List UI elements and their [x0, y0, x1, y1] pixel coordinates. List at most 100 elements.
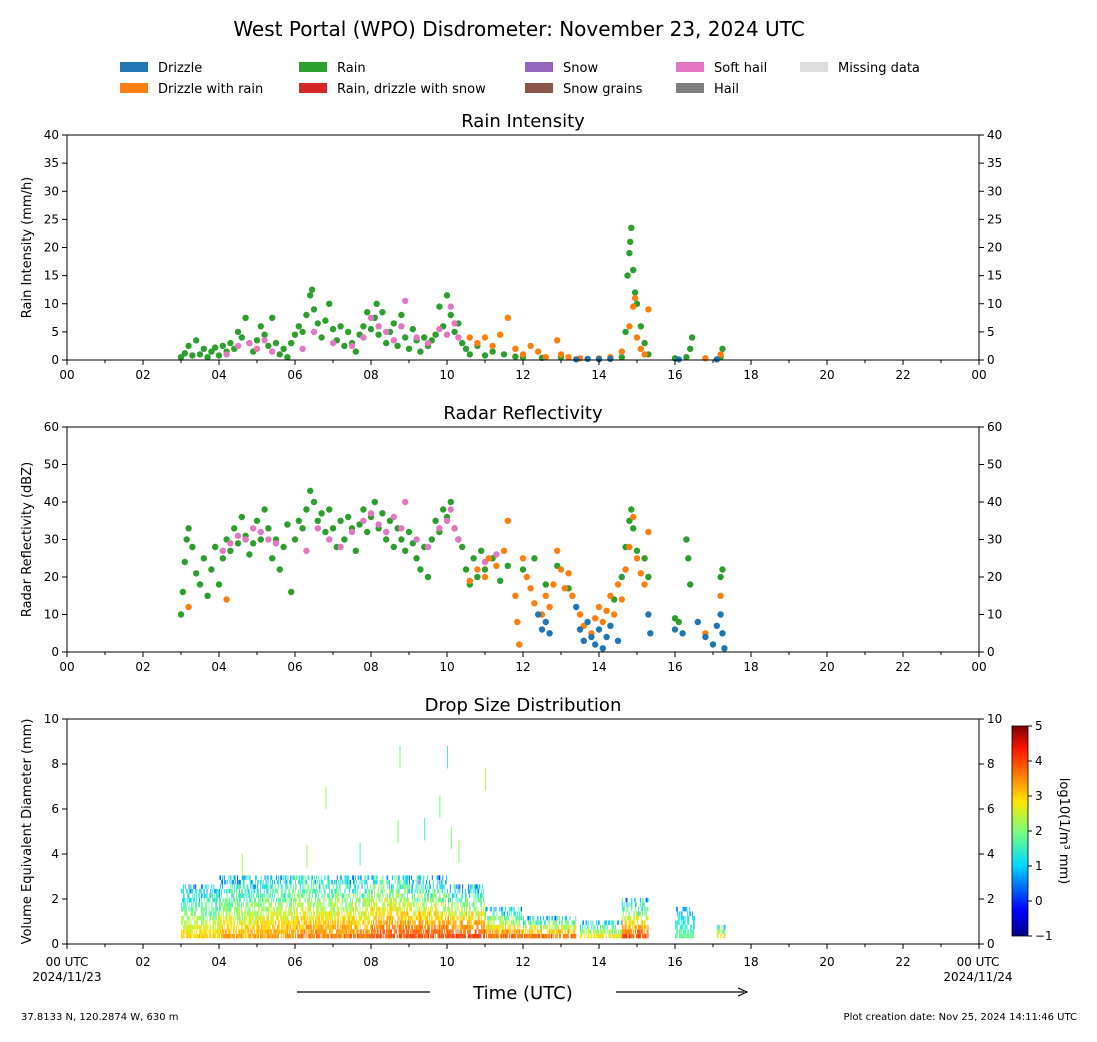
dsd-cell	[213, 924, 215, 930]
data-point-rain	[683, 354, 690, 361]
dsd-cell	[386, 879, 388, 885]
dsd-cell	[388, 933, 390, 939]
data-point-soft-hail	[455, 536, 462, 543]
dsd-cell	[281, 884, 283, 889]
dsd-cell	[374, 911, 376, 916]
dsd-cell	[387, 906, 389, 912]
dsd-cell	[243, 893, 245, 898]
dsd-cell	[408, 920, 410, 925]
data-point-rain	[352, 547, 359, 554]
dsd-cell	[255, 933, 256, 939]
dsd-cell	[303, 924, 305, 930]
dsd-cell	[565, 933, 567, 939]
dsd-cell	[309, 929, 311, 934]
data-point-soft-hail	[348, 528, 356, 536]
dsd-cell	[441, 888, 443, 894]
dsd-cell	[307, 888, 309, 894]
dsd-cell	[346, 879, 348, 885]
dsd-cell	[403, 911, 405, 916]
dsd-cell	[204, 924, 206, 930]
dsd-cell	[239, 911, 240, 916]
dsd-cell	[415, 879, 417, 885]
dsd-cell	[267, 897, 269, 903]
data-point-rain	[447, 311, 454, 319]
dsd-cell	[320, 915, 322, 921]
dsd-cell	[428, 933, 429, 939]
dsd-cell	[461, 893, 463, 898]
dsd-cell	[190, 920, 192, 925]
data-point-rain	[402, 334, 409, 341]
dsd-cell	[454, 911, 456, 916]
dsd-cell	[223, 875, 225, 880]
dsd-cell	[407, 929, 408, 934]
data-point-rain	[443, 292, 451, 299]
dsd-cell	[440, 933, 442, 939]
dsd-cell	[513, 911, 515, 916]
dsd-cell	[464, 906, 465, 912]
dsd-cell	[347, 897, 349, 903]
dsd-cell	[646, 915, 648, 921]
dsd-cell	[399, 906, 401, 912]
dsd-cell	[326, 915, 328, 921]
data-point-rain	[219, 342, 226, 350]
dsd-cell	[251, 888, 253, 894]
dsd-cell	[226, 915, 228, 921]
dsd-cell	[203, 888, 205, 894]
dsd-cell	[396, 920, 398, 925]
dsd-cell	[642, 897, 644, 903]
dsd-cell	[353, 933, 355, 939]
dsd-cell	[283, 893, 285, 898]
dsd-cell	[285, 915, 287, 921]
dsd-cell	[339, 933, 341, 939]
dsd-cell	[416, 915, 418, 921]
dsd-cell	[634, 915, 636, 921]
drop-size-distribution-y-ticks: 0 02 24 46 68 810 10	[44, 712, 1003, 951]
dsd-cell	[277, 933, 279, 939]
dsd-cell	[218, 911, 219, 916]
dsd-cell	[515, 915, 517, 921]
dsd-cell	[365, 920, 367, 925]
dsd-cell	[395, 897, 397, 903]
dsd-cell	[336, 875, 338, 880]
dsd-cell	[617, 920, 619, 925]
dsd-cell	[398, 902, 400, 907]
dsd-cell	[182, 893, 184, 898]
dsd-cell	[397, 906, 399, 912]
dsd-cell	[373, 884, 375, 889]
dsd-cell	[295, 902, 296, 907]
dsd-cell	[359, 893, 361, 898]
dsd-cell	[354, 875, 356, 880]
dsd-cell	[218, 888, 219, 894]
dsd-cell	[299, 879, 301, 885]
dsd-cell	[400, 929, 402, 934]
dsd-cell	[420, 924, 422, 930]
dsd-cell	[679, 924, 681, 930]
dsd-cell	[396, 884, 398, 889]
dsd-cell	[298, 875, 300, 880]
dsd-cell	[261, 884, 263, 889]
dsd-cell	[219, 897, 220, 903]
dsd-cell	[280, 920, 282, 925]
dsd-cell	[389, 920, 390, 925]
dsd-cell	[252, 879, 254, 885]
dsd-cell	[476, 924, 478, 930]
data-point-rain	[200, 555, 207, 562]
dsd-cell	[506, 915, 508, 921]
dsd-cell	[405, 884, 407, 889]
dsd-cell	[442, 920, 444, 925]
dsd-cell	[455, 920, 457, 925]
dsd-cell	[363, 879, 365, 885]
dsd-cell	[465, 933, 466, 939]
dsd-cell	[488, 920, 490, 925]
dsd-cell	[374, 920, 376, 925]
dsd-cell	[391, 875, 393, 880]
dsd-cell	[226, 888, 228, 894]
data-point-rain	[291, 331, 299, 338]
dsd-cell	[373, 929, 375, 934]
dsd-cell	[399, 933, 401, 939]
dsd-cell	[470, 924, 472, 930]
dsd-cell	[298, 893, 300, 898]
dsd-cell	[320, 924, 322, 930]
dsd-cell	[440, 924, 442, 930]
